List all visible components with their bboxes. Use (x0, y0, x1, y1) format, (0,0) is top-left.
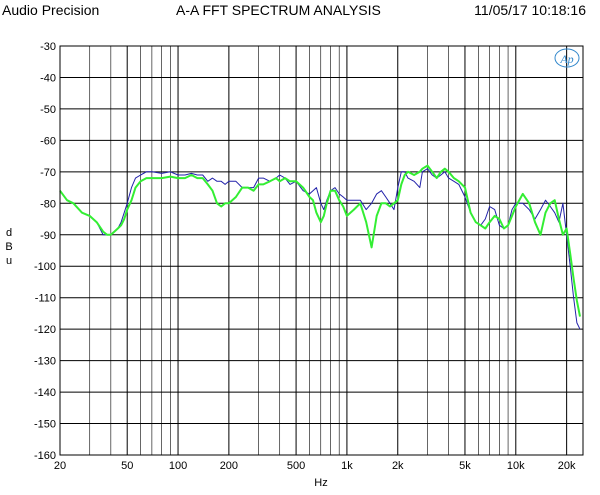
y-tick-label: -150 (34, 419, 56, 431)
grid-major (59, 45, 583, 456)
y-tick-labels: -30 -40 -50 -60 -70 -80 -90 -100 -110 -120 -130 -14… (34, 41, 56, 462)
y-axis-label-char: d (6, 227, 12, 239)
x-tick-label: 20k (558, 460, 576, 472)
series-line-1 (59, 168, 581, 330)
y-tick-label: -90 (40, 230, 56, 242)
x-tick-label: 20 (54, 460, 66, 472)
x-tick-label: 200 (220, 460, 238, 472)
x-tick-label: 1k (341, 460, 353, 472)
x-tick-label: 50 (121, 460, 133, 472)
logo-ring (554, 48, 580, 68)
x-tick-label: 100 (169, 460, 187, 472)
plot-frame (59, 45, 584, 456)
x-tick-label: 10k (507, 460, 525, 472)
series-line-2 (59, 164, 581, 317)
y-axis-label-char: u (6, 255, 12, 267)
timestamp: 11/05/17 10:18:16 (474, 2, 586, 18)
series-group (59, 164, 581, 330)
brand-label: Audio Precision (2, 2, 100, 18)
y-tick-label: -80 (40, 198, 56, 210)
y-tick-label: -60 (40, 135, 56, 147)
y-tick-label: -70 (40, 167, 56, 179)
y-tick-label: -30 (40, 41, 56, 53)
y-tick-label: -140 (34, 387, 56, 399)
logo-text: Ap (559, 52, 573, 66)
x-tick-label: 5k (459, 460, 471, 472)
y-tick-label: -50 (40, 104, 56, 116)
y-tick-label: -100 (34, 261, 56, 273)
x-tick-label: 500 (287, 460, 305, 472)
chart-title: A-A FFT SPECTRUM ANALYSIS (176, 2, 381, 18)
y-tick-label: -40 (40, 72, 56, 84)
y-axis-label: dBu (5, 227, 12, 267)
ap-logo: Ap (554, 48, 580, 68)
y-tick-label: -120 (34, 324, 56, 336)
y-tick-label: -110 (35, 293, 56, 305)
y-axis-label-char: B (5, 241, 12, 253)
x-axis-label: Hz (314, 477, 327, 489)
y-tick-label: -130 (34, 356, 56, 368)
y-tick-label: -160 (34, 450, 56, 462)
x-tick-labels: 20 50 100 200 500 1k 2k 5k 10k 20k (54, 460, 576, 472)
grid-minor (89, 46, 509, 455)
x-tick-label: 2k (392, 460, 404, 472)
